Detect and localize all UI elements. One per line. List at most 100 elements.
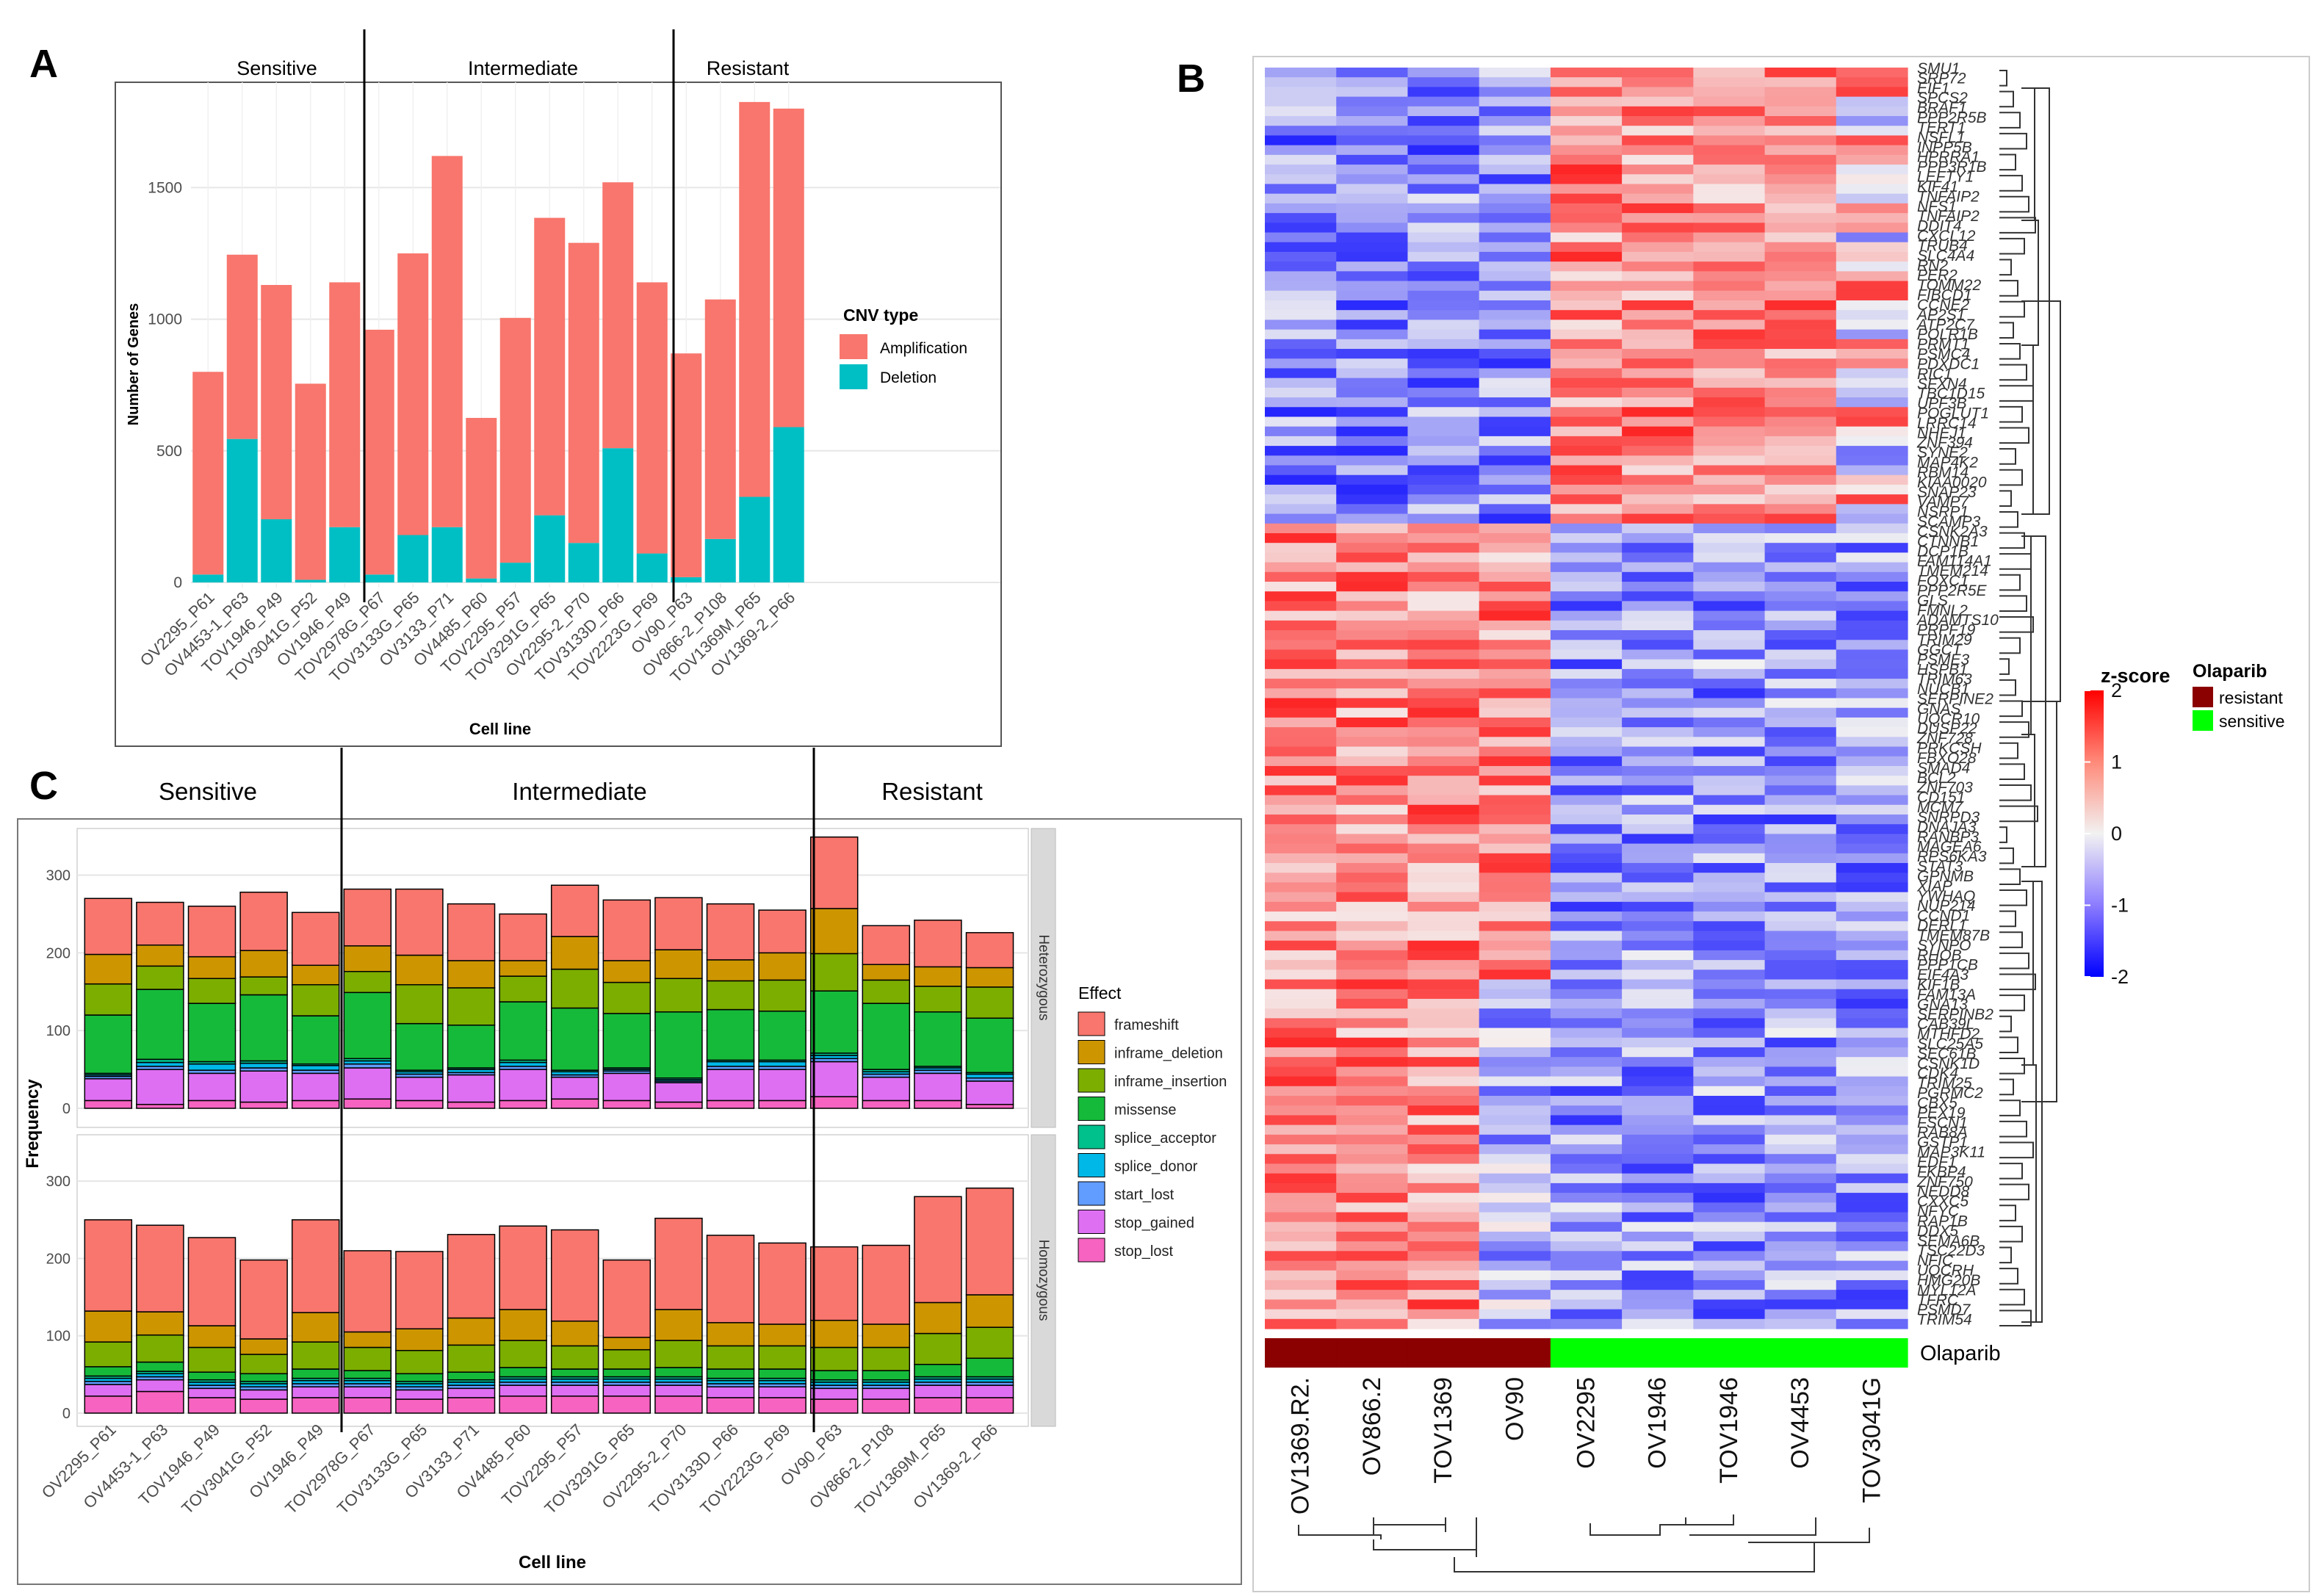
panel-b-heatmap-cell bbox=[1336, 1115, 1409, 1126]
panel-b-heatmap-cell bbox=[1693, 1202, 1766, 1213]
panel-b-heatmap-cell bbox=[1693, 1182, 1766, 1194]
panel-b-heatmap-cell bbox=[1622, 1096, 1694, 1106]
panel-c-bar-stop-gained bbox=[84, 1078, 133, 1102]
panel-b-heatmap-cell bbox=[1764, 513, 1837, 524]
panel-c-group-intermediate: Intermediate bbox=[512, 778, 646, 805]
panel-b-row-label: SMAD4 bbox=[1917, 759, 1970, 776]
panel-b-heatmap-cell bbox=[1407, 892, 1480, 903]
panel-b-heatmap-cell bbox=[1764, 698, 1837, 709]
panel-b-heatmap-cell bbox=[1265, 436, 1337, 447]
panel-b-heatmap-cell bbox=[1550, 640, 1623, 651]
panel-b-frame bbox=[1252, 56, 2310, 1592]
panel-b-heatmap-cell bbox=[1479, 707, 1551, 718]
panel-c-bar-stop-gained bbox=[239, 1070, 288, 1103]
panel-b-heatmap-cell bbox=[1693, 1018, 1766, 1029]
panel-b-heatmap-cell bbox=[1407, 232, 1480, 243]
panel-b-heatmap-cell bbox=[1622, 523, 1694, 534]
panel-c-y-tick-label: 300 bbox=[46, 1174, 71, 1190]
panel-b-heatmap-cell bbox=[1764, 998, 1837, 1009]
panel-b-heatmap-cell bbox=[1622, 610, 1694, 621]
panel-b-heatmap-cell bbox=[1265, 154, 1337, 165]
panel-a-legend-swatch-deletion bbox=[840, 364, 867, 389]
panel-b-heatmap-cell bbox=[1479, 911, 1551, 922]
panel-b-row-label: PRPF19 bbox=[1917, 622, 1976, 639]
panel-c-legend-label-inframe-deletion: inframe_deletion bbox=[1114, 1046, 1223, 1062]
panel-c-strip-homozygous bbox=[1031, 1134, 1056, 1427]
panel-b-heatmap-cell bbox=[1407, 1066, 1480, 1077]
panel-b-heatmap-cell bbox=[1265, 1076, 1337, 1087]
panel-c-bar-inframe-deletion bbox=[447, 1317, 496, 1346]
panel-c-bar-inframe-deletion bbox=[862, 1324, 911, 1348]
panel-b-heatmap-cell bbox=[1336, 737, 1409, 748]
panel-b-row-label: PRMT1 bbox=[1917, 336, 1969, 353]
panel-b-heatmap-cell bbox=[1336, 126, 1409, 137]
panel-a-legend-label-deletion: Deletion bbox=[880, 369, 937, 386]
panel-b-heatmap-cell bbox=[1693, 154, 1766, 165]
panel-b-heatmap-cell bbox=[1550, 378, 1623, 389]
panel-b-heatmap-cell bbox=[1479, 814, 1551, 825]
panel-b-heatmap-cell bbox=[1836, 1290, 1908, 1300]
panel-b-heatmap-cell bbox=[1479, 1076, 1551, 1087]
panel-c-legend-label-start-lost: start_lost bbox=[1114, 1187, 1174, 1203]
panel-b-heatmap-cell bbox=[1693, 940, 1766, 951]
panel-b-heatmap-cell bbox=[1407, 358, 1480, 369]
panel-b-heatmap-cell bbox=[1407, 746, 1480, 757]
panel-b-heatmap-cell bbox=[1693, 1318, 1766, 1329]
panel-b-heatmap-cell bbox=[1336, 785, 1409, 796]
panel-b-heatmap-cell bbox=[1693, 1163, 1766, 1174]
panel-c-bar-inframe-insertion bbox=[654, 978, 703, 1013]
panel-b-heatmap-cell bbox=[1836, 1115, 1908, 1126]
panel-b-heatmap-cell bbox=[1407, 1154, 1480, 1165]
panel-b-heatmap-cell bbox=[1550, 1154, 1623, 1165]
panel-b-heatmap-cell bbox=[1336, 765, 1409, 776]
panel-b-heatmap-cell bbox=[1764, 1212, 1837, 1223]
panel-b-heatmap-cell bbox=[1407, 765, 1480, 776]
panel-b-heatmap-cell bbox=[1622, 1279, 1694, 1290]
panel-b-heatmap-cell bbox=[1693, 368, 1766, 379]
panel-b-heatmap-cell bbox=[1265, 950, 1337, 961]
panel-b-heatmap-cell bbox=[1836, 1231, 1908, 1242]
panel-b-heatmap-cell bbox=[1336, 96, 1409, 107]
panel-b-track-cell-sensitive bbox=[1693, 1338, 1766, 1368]
panel-b-heatmap-cell bbox=[1479, 77, 1551, 88]
panel-b-heatmap-cell bbox=[1622, 698, 1694, 709]
panel-b-heatmap-cell bbox=[1336, 668, 1409, 679]
panel-b-heatmap-cell bbox=[1479, 193, 1551, 204]
panel-b-heatmap-cell bbox=[1836, 1299, 1908, 1310]
panel-b-heatmap-cell bbox=[1407, 1260, 1480, 1271]
panel-b-heatmap-cell bbox=[1265, 407, 1337, 418]
panel-b-heatmap-cell bbox=[1693, 1066, 1766, 1077]
panel-c-bar-inframe-deletion bbox=[395, 1328, 444, 1351]
panel-b-track-cell-sensitive bbox=[1764, 1338, 1837, 1368]
panel-b-heatmap-cell bbox=[1265, 319, 1337, 331]
panel-b-heatmap-cell bbox=[1407, 1241, 1480, 1252]
panel-b-heatmap-cell bbox=[1479, 562, 1551, 573]
panel-c-bar-missense bbox=[602, 1368, 652, 1378]
panel-b-heatmap-cell bbox=[1550, 96, 1623, 107]
panel-c-bar-stop-gained bbox=[602, 1384, 652, 1397]
panel-b-row-label: NFS1 bbox=[1917, 198, 1957, 215]
panel-b-heatmap-cell bbox=[1693, 698, 1766, 709]
panel-b-heatmap-cell bbox=[1836, 824, 1908, 835]
panel-b-heatmap-cell bbox=[1550, 213, 1623, 223]
panel-b-heatmap-cell bbox=[1550, 1231, 1623, 1242]
panel-b-heatmap-cell bbox=[1265, 1270, 1337, 1281]
panel-b-row-label: ZNF750 bbox=[1916, 1174, 1973, 1191]
panel-c-bar-inframe-insertion bbox=[343, 1346, 392, 1371]
panel-b-heatmap-cell bbox=[1836, 659, 1908, 670]
panel-c-bar-stop-lost bbox=[758, 1397, 807, 1414]
panel-b-heatmap-cell bbox=[1479, 998, 1551, 1009]
panel-c-bar-inframe-insertion bbox=[862, 979, 911, 1004]
panel-b-heatmap-cell bbox=[1836, 620, 1908, 631]
panel-b-heatmap-cell bbox=[1550, 707, 1623, 718]
panel-b-heatmap-cell bbox=[1764, 339, 1837, 350]
panel-b-heatmap-cell bbox=[1265, 1086, 1337, 1097]
panel-b-heatmap-cell bbox=[1622, 863, 1694, 873]
panel-c-group-sensitive: Sensitive bbox=[159, 778, 257, 805]
panel-b-heatmap-cell bbox=[1764, 77, 1837, 88]
panel-b-heatmap-cell bbox=[1265, 387, 1337, 398]
panel-b-heatmap-cell bbox=[1764, 145, 1837, 156]
panel-b-heatmap-cell bbox=[1836, 776, 1908, 786]
panel-b-row-label: TMEM87B bbox=[1917, 927, 1990, 944]
